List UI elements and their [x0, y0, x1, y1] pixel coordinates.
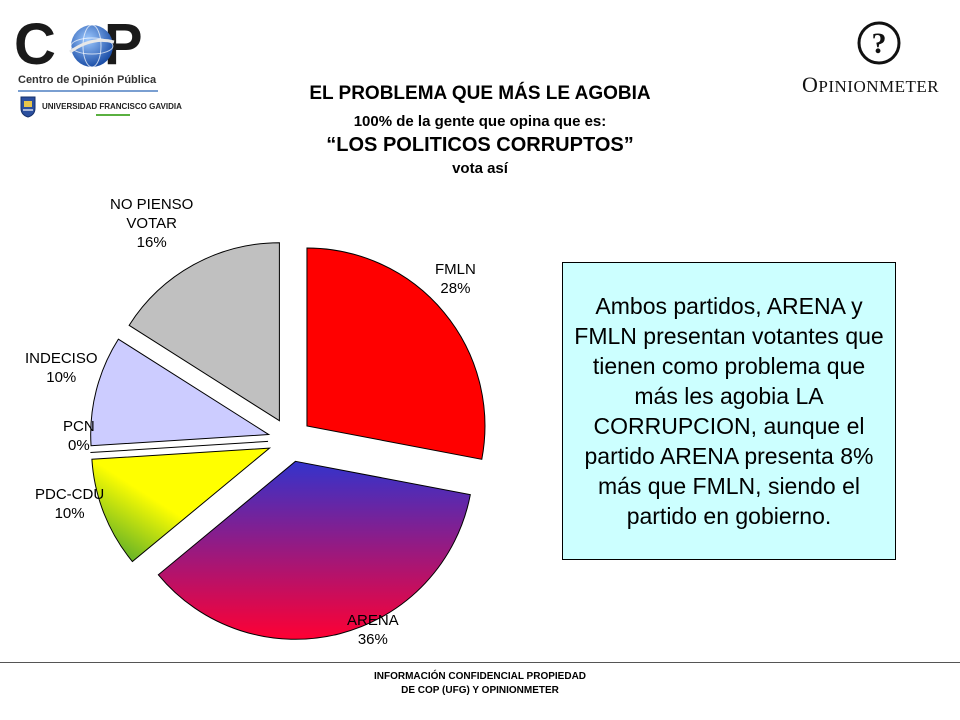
- question-mark-circle-icon: ?: [857, 21, 901, 65]
- slice-pcn: [90, 440, 269, 454]
- chart-subtitle-3: vota así: [452, 160, 508, 177]
- svg-text:?: ?: [872, 27, 887, 60]
- slice-label-pcn: PCN 0%: [63, 418, 95, 454]
- chart-subtitle-2: “LOS POLITICOS CORRUPTOS”: [326, 134, 634, 156]
- cop-subtitle: Centro de Opinión Pública: [18, 74, 157, 86]
- slice-arena: [157, 460, 471, 640]
- chart-title: EL PROBLEMA QUE MÁS LE AGOBIA: [309, 83, 651, 104]
- footer-divider: [0, 662, 960, 663]
- slice-label-indeciso: INDECISO 10%: [25, 350, 98, 386]
- cop-divider: [18, 90, 158, 92]
- slice-label-no-pienso-votar: NO PIENSO VOTAR 16%: [110, 196, 194, 251]
- slice-label-pdc-cdu: PDC-CDU 10%: [35, 486, 105, 522]
- opinionmeter-wordmark: OPINIONMETER: [802, 72, 940, 97]
- commentary-text: Ambos partidos, ARENA y FMLN presentan v…: [574, 293, 884, 529]
- slice-indeciso: [90, 338, 271, 447]
- slice-label-fmln: FMLN 28%: [435, 261, 476, 297]
- crest-icon: [20, 96, 36, 118]
- slice-pdc-cdu: [91, 447, 272, 563]
- footer-line-2: DE COP (UFG) Y OPINIONMETER: [401, 685, 559, 696]
- chart-subtitle-1: 100% de la gente que opina que es:: [353, 113, 607, 130]
- footer-line-1: INFORMACIÓN CONFIDENCIAL PROPIEDAD: [373, 671, 587, 682]
- ufg-accent-bar: [96, 114, 130, 116]
- slice-fmln: [306, 247, 486, 460]
- ufg-name: UNIVERSIDAD FRANCISCO GAVIDIA: [42, 102, 182, 111]
- commentary-box: Ambos partidos, ARENA y FMLN presentan v…: [562, 262, 896, 560]
- opinionmeter-logo: ? OPINIONMETER: [800, 18, 950, 98]
- footer: INFORMACIÓN CONFIDENCIAL PROPIEDAD DE CO…: [280, 670, 680, 698]
- globe-icon: [69, 24, 115, 68]
- slice-label-arena: ARENA 36%: [347, 612, 399, 648]
- slice-no-pienso-votar: [128, 242, 280, 422]
